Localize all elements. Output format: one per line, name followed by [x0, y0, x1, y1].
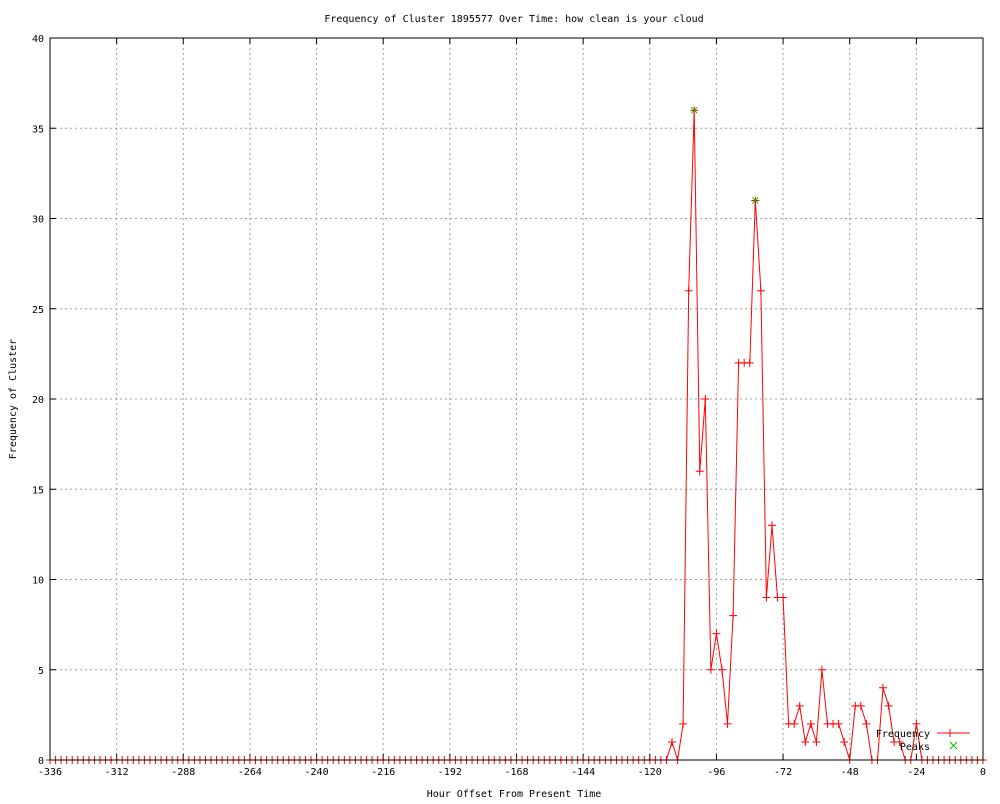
- frequency-point: [701, 395, 710, 403]
- frequency-point: [745, 358, 754, 367]
- y-tick-label: 20: [32, 395, 44, 406]
- y-tick-label: 15: [32, 485, 44, 496]
- frequency-point: [684, 286, 693, 295]
- frequency-point: [717, 665, 726, 674]
- y-tick-label: 25: [32, 305, 44, 316]
- x-tick-label: -288: [171, 767, 195, 778]
- frequency-point: [862, 719, 871, 728]
- x-tick-label: -120: [638, 767, 662, 778]
- x-tick-label: -216: [371, 767, 395, 778]
- frequency-point: [795, 701, 804, 710]
- frequency-point: [856, 701, 865, 710]
- x-tick-label: -144: [571, 767, 595, 778]
- x-tick-label: -336: [38, 767, 62, 778]
- legend-label-peaks: Peaks: [900, 742, 930, 753]
- frequency-line: [50, 110, 983, 761]
- frequency-point: [723, 719, 732, 728]
- x-tick-label: 0: [980, 767, 986, 778]
- y-tick-label: 30: [32, 215, 44, 226]
- axis-ticks: -336 -312 -288 -264 -240 -216 -192 -168 -144 -120…: [32, 34, 986, 778]
- frequency-point: [895, 737, 904, 746]
- frequency-point: [779, 593, 788, 602]
- y-tick-label: 0: [38, 756, 44, 767]
- peak-point: [690, 106, 698, 114]
- x-tick-label: -168: [504, 767, 528, 778]
- frequency-point: [840, 737, 849, 746]
- frequency-point: [756, 286, 765, 295]
- legend-marker-frequency: [946, 729, 954, 737]
- x-tick-label: -72: [774, 767, 792, 778]
- frequency-point: [879, 683, 888, 692]
- y-tick-label: 10: [32, 576, 44, 587]
- frequency-point: [767, 521, 776, 530]
- frequency-point: [812, 737, 821, 746]
- y-tick-label: 40: [32, 34, 44, 45]
- legend-marker-peaks: [949, 741, 958, 750]
- x-axis-label: Hour Offset From Present Time: [427, 789, 602, 800]
- grid: [50, 38, 983, 760]
- legend: Frequency Peaks: [876, 729, 970, 753]
- x-tick-label: -312: [105, 767, 129, 778]
- peak-point: [751, 197, 759, 204]
- x-tick-label: -96: [707, 767, 725, 778]
- y-tick-label: 5: [38, 666, 44, 677]
- frequency-point: [884, 701, 893, 710]
- frequency-point: [806, 719, 815, 728]
- frequency-point: [762, 593, 771, 602]
- frequency-point: [801, 737, 810, 746]
- frequency-point: [706, 665, 715, 674]
- frequency-point: [834, 719, 843, 728]
- y-axis-label: Frequency of Cluster: [8, 339, 19, 459]
- frequency-point: [912, 719, 921, 728]
- x-tick-label: -264: [238, 767, 262, 778]
- frequency-point: [712, 629, 721, 638]
- frequency-point: [729, 611, 738, 620]
- frequency-point: [668, 737, 676, 746]
- x-tick-label: -48: [841, 767, 859, 778]
- frequency-point: [679, 719, 688, 728]
- frequency-point: [695, 467, 704, 476]
- y-tick-label: 35: [32, 124, 44, 135]
- x-tick-label: -240: [305, 767, 329, 778]
- frequency-point: [790, 719, 799, 728]
- plot-frame: [49, 37, 984, 761]
- x-tick-label: -24: [907, 767, 925, 778]
- frequency-point: [817, 665, 826, 674]
- chart-title: Frequency of Cluster 1895577 Over Time: …: [324, 14, 703, 25]
- legend-label-frequency: Frequency: [876, 729, 930, 740]
- x-tick-label: -192: [438, 767, 462, 778]
